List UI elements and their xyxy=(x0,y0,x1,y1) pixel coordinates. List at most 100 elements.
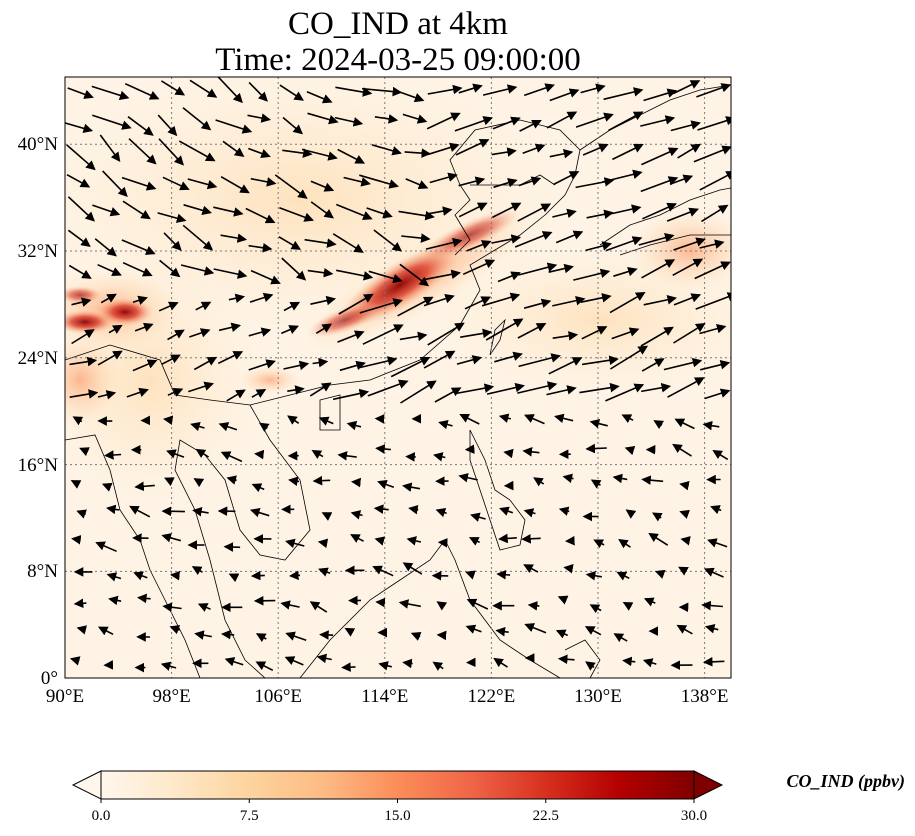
colorbar-extend-high xyxy=(693,770,724,800)
wind-vector xyxy=(546,111,578,129)
wind-vector xyxy=(562,473,574,484)
wind-vector xyxy=(593,539,605,549)
wind-vector xyxy=(228,293,246,304)
wind-vector xyxy=(281,257,307,281)
wind-vector xyxy=(160,661,177,671)
wind-vector xyxy=(585,661,596,671)
wind-vector xyxy=(643,88,678,102)
wind-vector xyxy=(334,116,364,127)
wind-vector xyxy=(158,138,184,166)
colorbar-tick-label: 15.0 xyxy=(384,808,410,824)
wind-vector xyxy=(640,176,679,193)
wind-vector xyxy=(102,170,128,198)
wind-vector xyxy=(605,383,645,402)
wind-vector xyxy=(397,90,425,103)
wind-vector xyxy=(579,382,620,394)
wind-vector xyxy=(410,631,422,641)
wind-vector xyxy=(654,569,666,579)
wind-vector xyxy=(585,241,613,252)
wind-vector xyxy=(108,324,123,334)
wind-vector xyxy=(359,174,399,189)
wind-vector xyxy=(652,512,663,522)
wind-vector xyxy=(552,331,579,341)
wind-vector xyxy=(677,143,702,159)
wind-vector xyxy=(563,564,574,574)
wind-vector xyxy=(373,229,403,252)
wind-vector xyxy=(693,145,731,163)
wind-vector xyxy=(183,204,212,215)
wind-vector xyxy=(287,385,305,395)
wind-vector xyxy=(423,350,456,369)
wind-vector xyxy=(337,451,357,461)
wind-vector xyxy=(466,240,492,252)
wind-vector xyxy=(481,292,521,307)
wind-vector xyxy=(178,140,216,162)
wind-vector xyxy=(557,654,575,665)
wind-vector xyxy=(586,209,614,219)
wind-vector xyxy=(673,80,701,95)
wind-vector xyxy=(258,422,270,432)
wind-vector xyxy=(312,357,329,368)
wind-vector xyxy=(162,176,190,191)
wind-vector xyxy=(129,505,151,518)
wind-vector xyxy=(517,381,558,394)
wind-vector xyxy=(71,535,82,545)
wind-vector xyxy=(518,262,558,276)
wind-vector xyxy=(250,177,277,187)
wind-vector xyxy=(468,537,480,546)
wind-vector xyxy=(499,506,514,516)
wind-vector xyxy=(108,595,122,606)
lon-tick-label: 98°E xyxy=(152,686,190,707)
wind-vector xyxy=(338,293,374,315)
wind-vector xyxy=(247,113,271,123)
wind-vector xyxy=(304,238,337,248)
wind-vector xyxy=(495,626,509,637)
wind-vector xyxy=(517,203,552,222)
wind-vector xyxy=(674,418,695,430)
wind-vector xyxy=(549,88,580,102)
wind-vector xyxy=(402,658,413,669)
wind-vector xyxy=(169,625,181,635)
wind-vector xyxy=(67,196,95,222)
wind-vector xyxy=(374,114,399,124)
wind-vector xyxy=(359,356,398,369)
wind-vector xyxy=(524,414,545,425)
wind-vector xyxy=(707,538,728,548)
wind-vector xyxy=(624,445,636,456)
wind-vector xyxy=(221,629,235,640)
wind-vector xyxy=(335,86,373,97)
lat-tick-label: 8°N xyxy=(27,561,58,582)
lat-axis: 0° 8°N 16°N 24°N 32°N 40°N xyxy=(18,134,59,689)
colorbar-label: CO_IND (ppbv) xyxy=(787,771,906,792)
wind-vector xyxy=(167,329,185,341)
wind-vector xyxy=(157,114,178,137)
wind-vector xyxy=(157,212,187,223)
wind-vector xyxy=(68,264,92,279)
wind-vector xyxy=(167,387,184,397)
wind-vector xyxy=(226,389,246,402)
wind-vector xyxy=(491,147,517,157)
wind-vector xyxy=(285,631,307,642)
wind-vector xyxy=(613,266,638,277)
wind-vector xyxy=(702,420,720,431)
wind-vector xyxy=(378,661,392,671)
wind-vector xyxy=(350,534,364,543)
wind-vector xyxy=(223,542,241,552)
wind-vector xyxy=(455,138,490,156)
wind-vector xyxy=(95,541,117,553)
wind-vector xyxy=(425,269,461,281)
wind-vector xyxy=(641,259,676,279)
wind-vector xyxy=(362,324,404,345)
wind-vector xyxy=(158,301,179,312)
wind-vector xyxy=(704,624,719,634)
wind-vector xyxy=(672,443,692,457)
wind-vector xyxy=(622,602,634,611)
wind-vector xyxy=(249,292,274,303)
wind-vector xyxy=(166,449,185,459)
wind-vector xyxy=(67,87,94,99)
wind-vector xyxy=(611,327,640,340)
wind-vector xyxy=(493,178,518,189)
wind-vector xyxy=(122,261,153,277)
wind-vector xyxy=(337,330,365,343)
wind-vector xyxy=(527,601,540,611)
